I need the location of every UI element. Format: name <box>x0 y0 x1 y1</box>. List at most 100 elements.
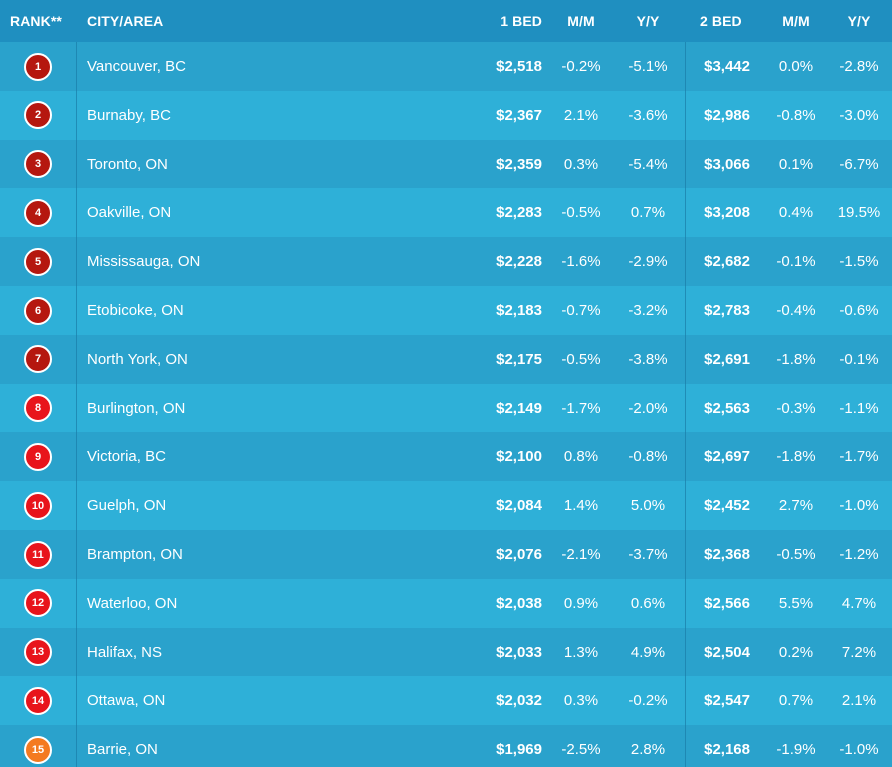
change-2-bed-mm: 0.1% <box>778 155 814 173</box>
change-2-bed-yy: -1.0% <box>839 741 879 759</box>
city-name: Vancouver, BC <box>87 58 186 75</box>
rent-2-bed: $2,504 <box>704 643 750 661</box>
city-name: Halifax, NS <box>87 643 163 661</box>
table-row: 3 Toronto, ON $2,359 0.3% -5.4% $3,066 0.1% -6.… <box>0 139 892 189</box>
rent-2-bed: $2,547 <box>704 692 750 710</box>
change-2-bed-yy: 2.1% <box>841 692 877 710</box>
change-1-bed-mm: -0.5% <box>561 350 601 368</box>
rent-1-bed: $2,149 <box>496 399 542 417</box>
change-1-bed-yy: 0.7% <box>630 204 666 222</box>
rent-1-bed: $2,283 <box>496 204 542 222</box>
rank-badge: 4 <box>24 198 52 227</box>
change-1-bed-mm: 0.9% <box>563 594 599 612</box>
change-2-bed-mm: 0.0% <box>778 58 814 75</box>
city-name: Toronto, ON <box>87 155 168 173</box>
header-rank: RANK** <box>10 13 62 29</box>
change-2-bed-mm: -0.8% <box>776 106 816 124</box>
change-2-bed-yy: 4.7% <box>841 594 877 612</box>
table-row: 7 North York, ON $2,175 -0.5% -3.8% $2,691 -1.… <box>0 334 892 384</box>
rank-cell: 1 <box>0 42 76 91</box>
rank-cell: 12 <box>0 579 76 628</box>
change-2-bed-mm: -1.8% <box>776 448 816 466</box>
rent-2-bed: $2,563 <box>704 399 750 417</box>
rank-badge: 1 <box>24 52 52 81</box>
rent-1-bed: $2,183 <box>496 302 542 319</box>
city-name: Ottawa, ON <box>87 692 166 710</box>
change-1-bed-mm: -2.1% <box>561 546 601 563</box>
rent-2-bed: $3,442 <box>704 58 750 75</box>
change-1-bed-yy: -3.8% <box>628 350 668 368</box>
rent-1-bed: $2,032 <box>496 692 542 710</box>
rank-badge: 5 <box>24 247 52 276</box>
rank-badge: 9 <box>24 442 52 471</box>
change-1-bed-mm: 0.3% <box>563 692 599 710</box>
rank-badge: 12 <box>24 589 52 618</box>
table-row: 15 Barrie, ON $1,969 -2.5% 2.8% $2,168 -1.9% -1… <box>0 725 892 767</box>
header-2-bed-yy: Y/Y <box>847 13 871 29</box>
rent-1-bed: $2,228 <box>496 253 542 271</box>
rank-cell: 2 <box>0 91 76 140</box>
rank-cell: 10 <box>0 481 76 530</box>
change-1-bed-yy: -2.9% <box>628 253 668 271</box>
change-1-bed-yy: 2.8% <box>630 741 666 759</box>
rank-badge: 14 <box>24 686 52 715</box>
rent-1-bed: $2,076 <box>496 546 542 563</box>
change-2-bed-mm: 0.2% <box>778 643 814 661</box>
rent-1-bed: $2,175 <box>496 350 542 368</box>
rent-1-bed: $2,359 <box>496 155 542 173</box>
change-1-bed-yy: -0.2% <box>628 692 668 710</box>
rank-cell: 3 <box>0 140 76 189</box>
rank-badge: 10 <box>24 491 52 520</box>
rent-1-bed: $2,367 <box>496 106 542 124</box>
rent-1-bed: $1,969 <box>496 741 542 759</box>
table-row: 13 Halifax, NS $2,033 1.3% 4.9% $2,504 0.2% 7.2… <box>0 627 892 677</box>
rank-cell: 4 <box>0 188 76 237</box>
change-2-bed-mm: 0.7% <box>778 692 814 710</box>
city-name: Oakville, ON <box>87 204 172 222</box>
change-2-bed-mm: 2.7% <box>778 497 814 515</box>
change-2-bed-yy: -0.1% <box>839 350 879 368</box>
change-2-bed-mm: -0.5% <box>776 546 816 563</box>
change-1-bed-mm: -0.2% <box>561 58 601 75</box>
table-row: 12 Waterloo, ON $2,038 0.9% 0.6% $2,566 5.5% 4.… <box>0 578 892 628</box>
rank-badge: 3 <box>24 150 52 179</box>
rank-badge: 11 <box>24 540 52 569</box>
rank-badge: 6 <box>24 296 52 325</box>
change-2-bed-yy: -2.8% <box>839 58 879 75</box>
rent-2-bed: $2,452 <box>704 497 750 515</box>
rent-2-bed: $2,168 <box>704 741 750 759</box>
table-row: 1 Vancouver, BC $2,518 -0.2% -5.1% $3,442 0.0%… <box>0 42 892 91</box>
change-1-bed-yy: -3.7% <box>628 546 668 563</box>
rent-2-bed: $2,566 <box>704 594 750 612</box>
change-2-bed-yy: -1.1% <box>839 399 879 417</box>
change-1-bed-mm: 1.3% <box>563 643 599 661</box>
rent-2-bed: $2,368 <box>704 546 750 563</box>
change-1-bed-yy: -0.8% <box>628 448 668 466</box>
change-2-bed-mm: -0.4% <box>776 302 816 319</box>
table-row: 5 Mississauga, ON $2,228 -1.6% -2.9% $2,682 -0… <box>0 237 892 287</box>
change-2-bed-yy: -0.6% <box>839 302 879 319</box>
table-row: 8 Burlington, ON $2,149 -1.7% -2.0% $2,563 -0.… <box>0 383 892 433</box>
city-name: Guelph, ON <box>87 497 167 515</box>
header-2-bed-mm: M/M <box>782 13 810 29</box>
change-1-bed-mm: -1.6% <box>561 253 601 271</box>
change-2-bed-yy: -1.2% <box>839 546 879 563</box>
city-name: Mississauga, ON <box>87 253 201 271</box>
city-name: Victoria, BC <box>87 448 166 466</box>
rank-badge: 2 <box>24 101 52 130</box>
header-1-bed-yy: Y/Y <box>636 13 660 29</box>
city-name: Brampton, ON <box>87 546 183 563</box>
table-row: 6 Etobicoke, ON $2,183 -0.7% -3.2% $2,783 -0.4… <box>0 286 892 335</box>
table-row: 2 Burnaby, BC $2,367 2.1% -3.6% $2,986 -0.8% -3… <box>0 90 892 140</box>
table-row: 14 Ottawa, ON $2,032 0.3% -0.2% $2,547 0.7% 2.1… <box>0 676 892 726</box>
header-1-bed: 1 BED <box>500 13 542 29</box>
change-1-bed-mm: 1.4% <box>563 497 599 515</box>
rent-1-bed: $2,033 <box>496 643 542 661</box>
city-name: Burnaby, BC <box>87 106 171 124</box>
change-1-bed-yy: -3.2% <box>628 302 668 319</box>
change-1-bed-yy: 4.9% <box>630 643 666 661</box>
rank-badge: 13 <box>24 638 52 667</box>
rent-1-bed: $2,038 <box>496 594 542 612</box>
change-1-bed-mm: -2.5% <box>561 741 601 759</box>
